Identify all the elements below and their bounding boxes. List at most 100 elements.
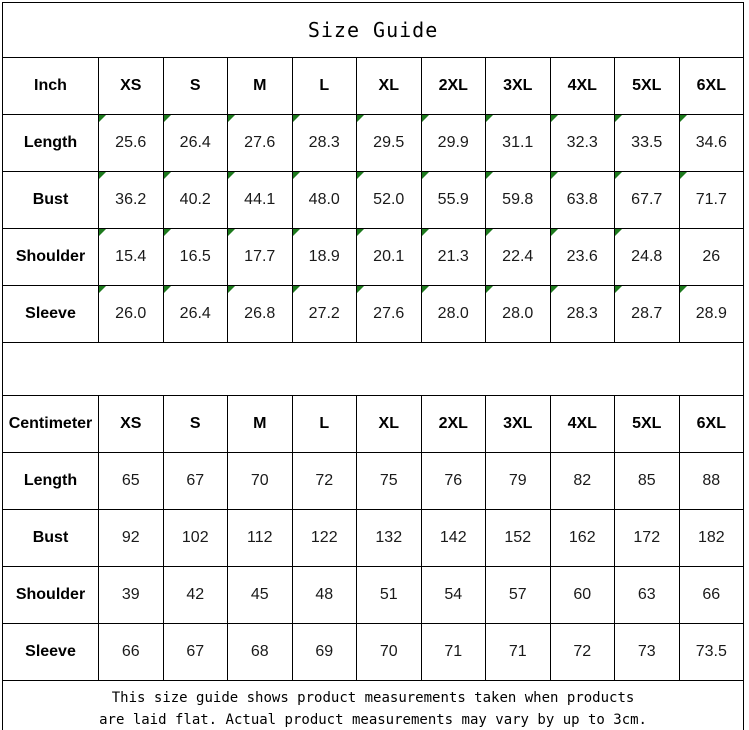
- measurement-cell: 28.9: [678, 285, 745, 343]
- table-spacer-cell: [1, 342, 745, 396]
- measurement-cell: 71.7: [678, 171, 745, 229]
- measurement-cell: 72: [291, 452, 357, 510]
- measurement-cell: 29.9: [420, 114, 486, 172]
- measurement-cell: 76: [420, 452, 486, 510]
- row-label-bust: Bust: [2, 171, 99, 229]
- size-header-xs: XS: [98, 395, 164, 453]
- measurement-cell: 63: [614, 566, 680, 624]
- size-header-6xl: 6XL: [678, 395, 745, 453]
- measurement-cell: 132: [356, 509, 422, 567]
- measurement-cell: 48.0: [291, 171, 357, 229]
- row-label-shoulder: Shoulder: [2, 566, 99, 624]
- measurement-cell: 162: [549, 509, 615, 567]
- measurement-cell: 28.3: [291, 114, 357, 172]
- row-label-sleeve: Sleeve: [2, 285, 99, 343]
- measurement-cell: 92: [98, 509, 164, 567]
- measurement-cell: 57: [485, 566, 551, 624]
- measurement-cell: 70: [227, 452, 293, 510]
- page-title: Size Guide: [1, 2, 745, 58]
- size-header-2xl: 2XL: [420, 395, 486, 453]
- measurement-cell: 51: [356, 566, 422, 624]
- note-line-2: are laid flat. Actual product measuremen…: [99, 712, 647, 728]
- row-label-bust: Bust: [2, 509, 99, 567]
- table-row: Sleeve 66 67 68 69 70 71 71 72 73 73.5: [2, 623, 745, 681]
- row-label-shoulder: Shoulder: [2, 228, 99, 286]
- size-header-s: S: [162, 395, 228, 453]
- measurement-cell: 142: [420, 509, 486, 567]
- size-header-3xl: 3XL: [485, 57, 551, 115]
- measurement-cell: 88: [678, 452, 745, 510]
- measurement-cell: 26.0: [98, 285, 164, 343]
- measurement-cell: 27.6: [356, 285, 422, 343]
- size-header-l: L: [291, 395, 357, 453]
- measurement-cell: 68: [227, 623, 293, 681]
- measurement-cell: 52.0: [356, 171, 422, 229]
- measurement-cell: 34.6: [678, 114, 745, 172]
- size-header-4xl: 4XL: [549, 395, 615, 453]
- measurement-cell: 55.9: [420, 171, 486, 229]
- size-header-xl: XL: [356, 395, 422, 453]
- size-header-6xl: 6XL: [678, 57, 745, 115]
- measurement-cell: 85: [614, 452, 680, 510]
- size-header-2xl: 2XL: [420, 57, 486, 115]
- unit-header-cell: Inch: [2, 57, 99, 115]
- row-label-length: Length: [2, 114, 99, 172]
- measurement-cell: 79: [485, 452, 551, 510]
- measurement-cell: 25.6: [98, 114, 164, 172]
- measurement-cell: 152: [485, 509, 551, 567]
- size-header-xs: XS: [98, 57, 164, 115]
- measurement-cell: 21.3: [420, 228, 486, 286]
- size-header-l: L: [291, 57, 357, 115]
- note-row: This size guide shows product measuremen…: [1, 680, 745, 730]
- unit-header-cell: Centimeter: [2, 395, 99, 453]
- measurement-cell: 29.5: [356, 114, 422, 172]
- measurement-cell: 22.4: [485, 228, 551, 286]
- measurement-cell: 75: [356, 452, 422, 510]
- measurement-cell: 67.7: [614, 171, 680, 229]
- size-header-4xl: 4XL: [549, 57, 615, 115]
- measurement-cell: 69: [291, 623, 357, 681]
- title-row: Size Guide: [1, 2, 745, 58]
- table-row: Shoulder 15.4 16.5 17.7 18.9 20.1 21.3 22.4 23.6…: [2, 228, 745, 286]
- header-row: Inch XS S M L XL 2XL 3XL 4XL 5XL 6XL: [2, 57, 745, 115]
- size-header-5xl: 5XL: [614, 395, 680, 453]
- measurement-cell: 31.1: [485, 114, 551, 172]
- table-row: Length 65 67 70 72 75 76 79 82 85 88: [2, 452, 745, 510]
- header-row: Centimeter XS S M L XL 2XL 3XL 4XL 5XL 6XL: [2, 395, 745, 453]
- measurement-cell: 15.4: [98, 228, 164, 286]
- measurement-cell: 39: [98, 566, 164, 624]
- measurement-cell: 24.8: [614, 228, 680, 286]
- measurement-cell: 73: [614, 623, 680, 681]
- measurement-cell: 42: [162, 566, 228, 624]
- measurement-cell: 54: [420, 566, 486, 624]
- size-header-xl: XL: [356, 57, 422, 115]
- table-row: Bust 92 102 112 122 132 142 152 162 172 182: [2, 509, 745, 567]
- measurement-cell: 66: [98, 623, 164, 681]
- measurement-cell: 26.8: [227, 285, 293, 343]
- measurement-cell: 28.0: [485, 285, 551, 343]
- table-row: Shoulder 39 42 45 48 51 54 57 60 63 66: [2, 566, 745, 624]
- measurement-cell: 65: [98, 452, 164, 510]
- measurement-cell: 70: [356, 623, 422, 681]
- table-row: Length 25.6 26.4 27.6 28.3 29.5 29.9 31.1 32.3 33…: [2, 114, 745, 172]
- table-spacer-row: [1, 342, 745, 396]
- measurement-cell: 27.2: [291, 285, 357, 343]
- measurement-cell: 20.1: [356, 228, 422, 286]
- measurement-cell: 40.2: [162, 171, 228, 229]
- measurement-cell: 67: [162, 623, 228, 681]
- measurement-cell: 67: [162, 452, 228, 510]
- size-header-m: M: [227, 57, 293, 115]
- measurement-cell: 45: [227, 566, 293, 624]
- measurement-cell: 72: [549, 623, 615, 681]
- measurement-cell: 28.7: [614, 285, 680, 343]
- measurement-cell: 23.6: [549, 228, 615, 286]
- measurement-cell: 71: [485, 623, 551, 681]
- size-header-5xl: 5XL: [614, 57, 680, 115]
- measurement-cell: 16.5: [162, 228, 228, 286]
- measurement-cell: 63.8: [549, 171, 615, 229]
- measurement-cell: 112: [227, 509, 293, 567]
- size-header-m: M: [227, 395, 293, 453]
